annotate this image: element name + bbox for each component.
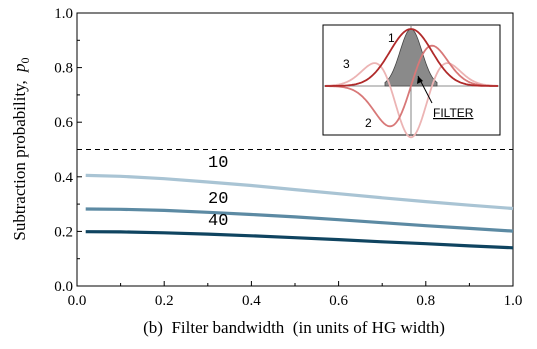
inset-label-2: 2 xyxy=(365,116,372,130)
inset-label-3: 3 xyxy=(343,57,350,71)
y-tick-label: 0.8 xyxy=(54,61,73,77)
inset-mode-2-curve xyxy=(325,44,498,128)
y-axis-label: Subtraction probability, p0 xyxy=(10,57,32,240)
y-tick-label: 0.2 xyxy=(54,224,73,240)
inset-mode-3-curve xyxy=(325,62,498,139)
series-label-20: 20 xyxy=(208,190,228,209)
y-tick-label: 1.0 xyxy=(54,6,73,22)
x-axis-label: (b) Filter bandwidth (in units of HG wid… xyxy=(143,318,445,337)
y-tick-label: 0.6 xyxy=(54,115,73,131)
series-line-40 xyxy=(85,230,514,250)
series-line-20 xyxy=(85,207,514,233)
x-tick-label: 1.0 xyxy=(504,293,523,309)
x-tick-label: 0.0 xyxy=(68,293,87,309)
inset-mode-diagram: 1 2 3 FILTER xyxy=(322,24,501,139)
inset-label-1: 1 xyxy=(388,31,395,45)
x-tick-label: 0.6 xyxy=(329,293,348,309)
y-axis-label-symbol: p xyxy=(10,63,29,73)
series-line-10 xyxy=(85,173,514,211)
inset-filter-pointer-head xyxy=(417,76,423,84)
y-tick-label: 0.0 xyxy=(54,279,73,295)
x-tick-label: 0.8 xyxy=(416,293,435,309)
y-axis-label-subscript: 0 xyxy=(18,57,32,63)
x-axis-ticks: 0.0 0.2 0.4 0.6 0.8 1.0 xyxy=(68,281,523,309)
y-axis-ticks: 0.0 0.2 0.4 0.6 0.8 1.0 xyxy=(54,6,82,295)
series-lines xyxy=(85,173,514,250)
x-tick-label: 0.2 xyxy=(155,293,174,309)
y-axis-label-text: Subtraction probability, xyxy=(10,80,29,240)
series-label-10: 10 xyxy=(208,154,228,173)
x-tick-label: 0.4 xyxy=(242,293,261,309)
inset-filter-label: FILTER xyxy=(433,106,474,120)
series-label-40: 40 xyxy=(208,212,228,231)
inset-mode-1-curve xyxy=(325,28,498,87)
y-tick-label: 0.4 xyxy=(54,170,73,186)
